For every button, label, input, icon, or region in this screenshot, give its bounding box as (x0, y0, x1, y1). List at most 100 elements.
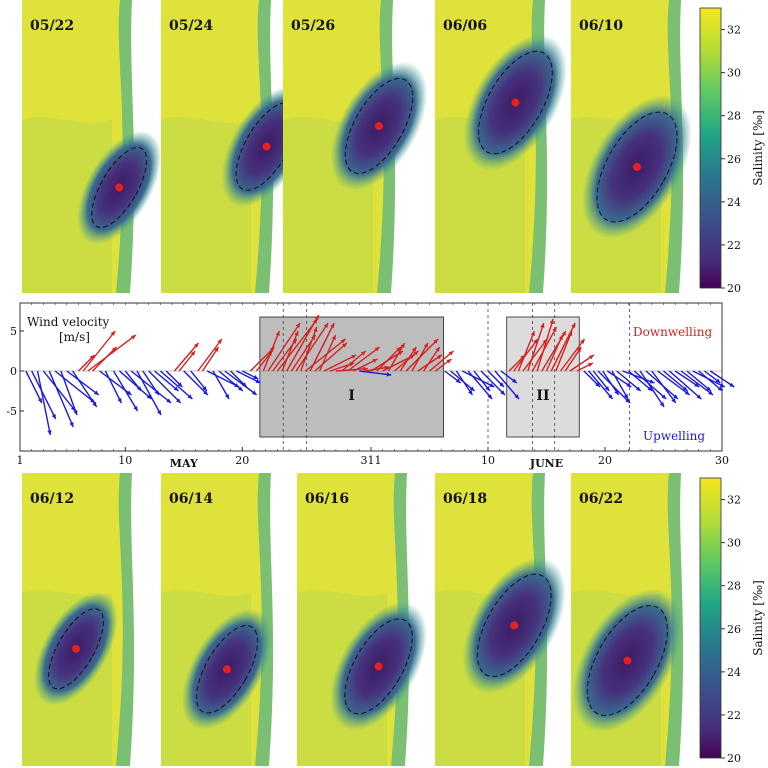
wind-vector (197, 338, 223, 372)
wind-vector-head (275, 331, 280, 336)
wind-vector (130, 370, 172, 404)
wind-vector-head (413, 351, 419, 356)
wind-vector-head (173, 386, 179, 391)
wind-vector-head (489, 383, 495, 387)
wind-vector (611, 370, 629, 400)
wind-vector (674, 370, 700, 388)
wind-vector (494, 370, 520, 400)
map-date-label: 06/14 (169, 491, 213, 507)
wind-ylabel: Wind velocity (27, 315, 110, 329)
land (130, 473, 148, 766)
wind-vector (295, 322, 329, 372)
wind-vector-head (671, 398, 676, 403)
event-window (259, 316, 444, 438)
wind-vector (36, 370, 52, 436)
wind-vector (616, 370, 642, 392)
wind-vector-head (372, 359, 378, 363)
wind-vector (31, 370, 57, 420)
wind-vector-head (514, 394, 520, 399)
x-tick-label: 10 (481, 454, 495, 467)
y-tick-label: 5 (10, 325, 17, 338)
wind-vector (66, 370, 100, 396)
wind-vector-head (568, 331, 573, 336)
wind-vector (657, 370, 691, 396)
wind-vector (87, 334, 137, 372)
wind-vector (300, 326, 318, 372)
colorbar-tick-label: 24 (727, 196, 741, 209)
wind-vector (224, 370, 258, 396)
map-panel: 05/26 (283, 0, 428, 293)
y-tick-label: 0 (10, 365, 17, 378)
wind-vector (627, 370, 653, 392)
station-marker (262, 142, 271, 151)
wind-vector-head (175, 398, 181, 403)
wind-vector-head (146, 394, 152, 399)
wind-vector-head (238, 386, 243, 391)
wind-vector (112, 370, 139, 412)
wind-vector (639, 370, 665, 408)
wind-vector-head (166, 398, 172, 403)
event-label: I (348, 388, 355, 404)
map-date-label: 06/12 (30, 491, 74, 507)
wind-vector (399, 346, 417, 372)
wind-vector-head (241, 382, 247, 387)
wind-vector-head (331, 335, 336, 340)
plume-contour (344, 618, 413, 715)
colorbar-gradient (699, 477, 722, 759)
wind-vector (118, 370, 152, 400)
x-tick-label: 20 (235, 454, 249, 467)
wind-vector-head (558, 335, 563, 340)
wind-vector-head (587, 363, 593, 367)
wind-vector (555, 330, 573, 372)
plume-contour (596, 111, 678, 223)
downwelling-label: Downwelling (633, 325, 712, 339)
wind-vector-head (708, 390, 714, 395)
wind-vector-head (604, 386, 610, 391)
wind-vector (663, 370, 688, 392)
wind-vector-head (647, 386, 653, 391)
wind-vector (154, 370, 179, 392)
wind-vector-head (561, 331, 566, 336)
wind-vector-head (580, 339, 585, 344)
wind-vector-head (351, 355, 357, 359)
map-panel: 06/10 (571, 0, 697, 293)
wind-vector (341, 350, 367, 372)
wind-vector (104, 370, 123, 404)
wind-vector-head (649, 379, 655, 384)
wind-vector-head (330, 323, 335, 328)
wind-vector-head (468, 390, 473, 395)
wind-vector-head (217, 339, 222, 344)
map-panel: 06/16 (297, 473, 428, 766)
wind-vector (564, 346, 582, 372)
wind-vector-head (635, 386, 641, 391)
colorbar-tick-label: 32 (727, 494, 741, 507)
wind-vector-head (202, 386, 207, 391)
y-tick-label: -5 (6, 405, 17, 418)
salinity-maps-bottom: 06/12 06/14 06/16 06/18 06/22 (22, 473, 697, 766)
map-date-label: 06/10 (579, 18, 623, 34)
wind-vector (309, 322, 335, 372)
wind-vector-head (47, 430, 52, 435)
wind-vector (60, 370, 78, 416)
wind-vector-head (363, 366, 368, 372)
wind-vector-head (224, 394, 230, 399)
wind-vector (318, 334, 337, 372)
wind-vector-head (313, 327, 318, 332)
wind-vector-head (433, 339, 439, 344)
wind-vector-head (511, 378, 517, 383)
wind-vector-head (117, 398, 122, 403)
wind-vector-head (729, 382, 735, 387)
wind-vector (423, 346, 441, 372)
colorbar-tick-label: 22 (727, 709, 741, 722)
wind-vector-head (696, 394, 702, 399)
salinity-maps-top: 05/22 05/24 05/26 06/06 06/10 (22, 0, 697, 293)
x-tick-label: 30 (715, 454, 729, 467)
wind-vector-head (136, 386, 142, 391)
wind-vector-head (203, 390, 208, 395)
wind-vector-head (499, 382, 504, 387)
wind-vector-head (625, 398, 630, 403)
wind-vector-head (89, 355, 95, 360)
wind-vector (527, 322, 545, 372)
wind-vector (159, 370, 193, 400)
